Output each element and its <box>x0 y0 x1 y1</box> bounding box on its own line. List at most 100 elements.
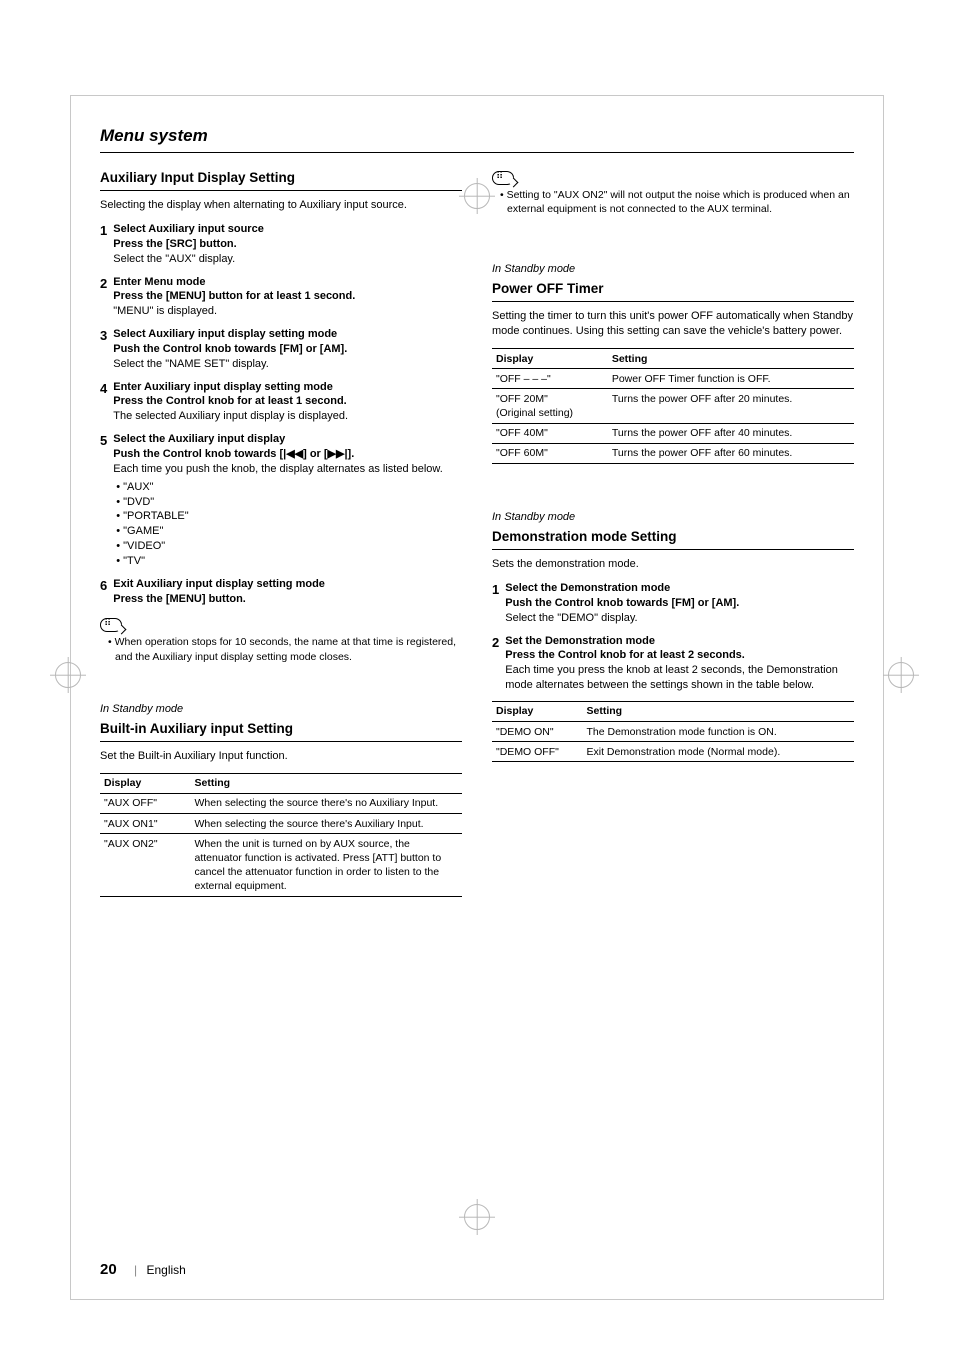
power-off-table: Display Setting "OFF – – –"Power OFF Tim… <box>492 348 854 464</box>
step-number: 3 <box>100 327 107 372</box>
col-display: Display <box>492 701 583 721</box>
col-setting: Setting <box>608 349 854 369</box>
mode-label: In Standby mode <box>100 702 462 717</box>
cell-setting: When selecting the source there's Auxili… <box>191 814 463 834</box>
cell-setting: Exit Demonstration mode (Normal mode). <box>583 742 855 762</box>
left-column: Auxiliary Input Display Setting Selectin… <box>100 167 462 897</box>
step: 5Select the Auxiliary input displayPush … <box>100 432 462 569</box>
note-icon <box>492 171 514 185</box>
cell-display: "OFF 20M"(Original setting) <box>492 389 608 423</box>
step-action: Press the [MENU] button. <box>113 592 462 607</box>
step: 6 Exit Auxiliary input display setting mo… <box>100 577 462 607</box>
step-detail: Select the "NAME SET" display. <box>113 357 462 372</box>
table-row: "AUX OFF"When selecting the source there… <box>100 793 462 813</box>
step-action: Press the [SRC] button. <box>113 237 462 252</box>
table-row: "DEMO OFF"Exit Demonstration mode (Norma… <box>492 742 854 762</box>
step-heading: Set the Demonstration mode <box>505 634 854 649</box>
cell-display: "OFF 40M" <box>492 423 608 443</box>
step-heading: Select Auxiliary input source <box>113 222 462 237</box>
register-mark-right <box>888 662 914 688</box>
step-detail: The selected Auxiliary input display is … <box>113 409 462 424</box>
cell-display: "AUX OFF" <box>100 793 191 813</box>
table-row: "OFF 20M"(Original setting)Turns the pow… <box>492 389 854 423</box>
bullet-item: "GAME" <box>113 524 462 539</box>
note-text: When operation stops for 10 seconds, the… <box>100 635 462 663</box>
step-number: 2 <box>492 634 499 693</box>
page-title: Menu system <box>100 125 854 153</box>
demo-table: Display Setting "DEMO ON"The Demonstrati… <box>492 701 854 763</box>
page-footer: 20 | English <box>100 1260 186 1280</box>
step-heading: Select the Demonstration mode <box>505 581 854 596</box>
step-action: Push the Control knob towards [FM] or [A… <box>505 596 854 611</box>
bullet-item: "VIDEO" <box>113 539 462 554</box>
step-action: Push the Control knob towards [FM] or [A… <box>113 342 462 357</box>
step-number: 6 <box>100 577 107 607</box>
bullet-item: "AUX" <box>113 480 462 495</box>
table-row: "OFF – – –"Power OFF Timer function is O… <box>492 369 854 389</box>
cell-setting: Turns the power OFF after 20 minutes. <box>608 389 854 423</box>
section-power-off: In Standby mode Power OFF Timer Setting … <box>492 262 854 464</box>
section-intro: Set the Built-in Auxiliary Input functio… <box>100 749 462 764</box>
section-intro: Sets the demonstration mode. <box>492 557 854 572</box>
table-row: "OFF 60M"Turns the power OFF after 60 mi… <box>492 443 854 463</box>
step-heading: Select Auxiliary input display setting m… <box>113 327 462 342</box>
step-action: Press the [MENU] button for at least 1 s… <box>113 289 462 304</box>
cell-display: "OFF – – –" <box>492 369 608 389</box>
table-row: "AUX ON2"When the unit is turned on by A… <box>100 834 462 897</box>
section-heading: Auxiliary Input Display Setting <box>100 167 462 191</box>
step: 2Enter Menu modePress the [MENU] button … <box>100 275 462 320</box>
cell-setting: Turns the power OFF after 40 minutes. <box>608 423 854 443</box>
cell-setting: When selecting the source there's no Aux… <box>191 793 463 813</box>
col-display: Display <box>492 349 608 369</box>
section-intro: Setting the timer to turn this unit's po… <box>492 309 854 339</box>
section-intro: Selecting the display when alternating t… <box>100 198 462 213</box>
step-detail: Each time you press the knob at least 2 … <box>505 663 854 693</box>
builtin-aux-table: Display Setting "AUX OFF"When selecting … <box>100 773 462 897</box>
cell-setting: Turns the power OFF after 60 minutes. <box>608 443 854 463</box>
step-bullets: "AUX""DVD""PORTABLE""GAME""VIDEO""TV" <box>113 480 462 569</box>
section-demo: In Standby mode Demonstration mode Setti… <box>492 510 854 762</box>
step: 4Enter Auxiliary input display setting m… <box>100 380 462 425</box>
bullet-item: "DVD" <box>113 495 462 510</box>
right-column: Setting to "AUX ON2" will not output the… <box>492 167 854 897</box>
page-lang: English <box>147 1263 186 1277</box>
footer-divider: | <box>134 1263 137 1277</box>
step-number: 4 <box>100 380 107 425</box>
step-detail: Select the "DEMO" display. <box>505 611 854 626</box>
step: 2 Set the Demonstration modePress the Con… <box>492 634 854 693</box>
cell-setting: When the unit is turned on by AUX source… <box>191 834 463 897</box>
mode-label: In Standby mode <box>492 262 854 277</box>
step-action: Push the Control knob towards [|◀◀] or [… <box>113 447 462 462</box>
col-setting: Setting <box>583 701 855 721</box>
cell-display: "DEMO OFF" <box>492 742 583 762</box>
mode-label: In Standby mode <box>492 510 854 525</box>
step-action: Press the Control knob for at least 1 se… <box>113 394 462 409</box>
step-heading: Select the Auxiliary input display <box>113 432 462 447</box>
note-icon <box>100 618 122 632</box>
step: 3 Select Auxiliary input display setting … <box>100 327 462 372</box>
step: 1Select the Demonstration modePush the C… <box>492 581 854 626</box>
section-builtin-aux: In Standby mode Built-in Auxiliary input… <box>100 702 462 897</box>
col-setting: Setting <box>191 773 463 793</box>
bullet-item: "TV" <box>113 554 462 569</box>
step-detail: "MENU" is displayed. <box>113 304 462 319</box>
note-text: Setting to "AUX ON2" will not output the… <box>492 188 854 216</box>
step-heading: Exit Auxiliary input display setting mod… <box>113 577 462 592</box>
section-heading: Power OFF Timer <box>492 278 854 302</box>
cell-display: "OFF 60M" <box>492 443 608 463</box>
table-row: "DEMO ON"The Demonstration mode function… <box>492 722 854 742</box>
section-aux-display: Auxiliary Input Display Setting Selectin… <box>100 167 462 664</box>
step-number: 2 <box>100 275 107 320</box>
note-item: When operation stops for 10 seconds, the… <box>108 635 462 663</box>
col-display: Display <box>100 773 191 793</box>
step-detail: Each time you push the knob, the display… <box>113 462 462 477</box>
page-number: 20 <box>100 1261 117 1278</box>
step-number: 1 <box>100 222 107 267</box>
step: 1 Select Auxiliary input sourcePress the … <box>100 222 462 267</box>
cell-display: "DEMO ON" <box>492 722 583 742</box>
section-heading: Demonstration mode Setting <box>492 526 854 550</box>
table-row: "AUX ON1"When selecting the source there… <box>100 814 462 834</box>
table-row: "OFF 40M"Turns the power OFF after 40 mi… <box>492 423 854 443</box>
cell-setting: The Demonstration mode function is ON. <box>583 722 855 742</box>
step-action: Press the Control knob for at least 2 se… <box>505 648 854 663</box>
